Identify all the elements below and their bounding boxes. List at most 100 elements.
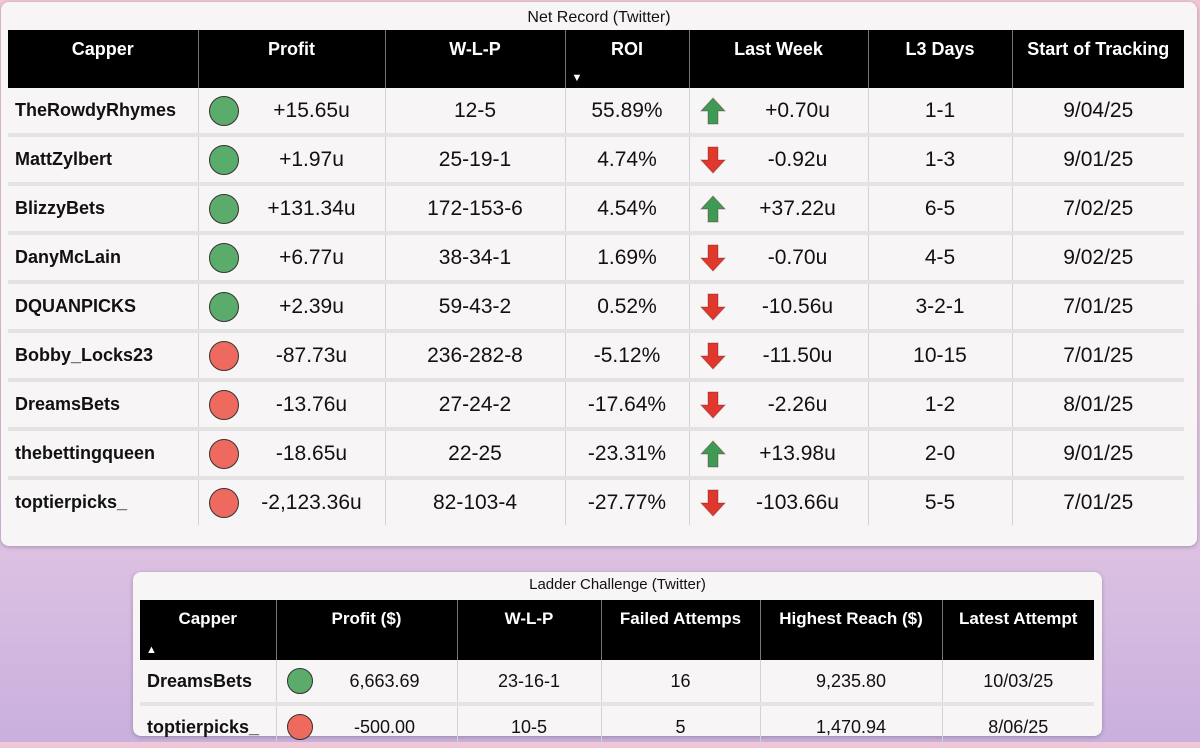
arrow-down-icon <box>698 488 728 518</box>
last-week-cell-content: -0.70u <box>690 235 868 280</box>
start-tracking-cell: 7/01/25 <box>1011 476 1184 525</box>
profit-value: +15.65u <box>273 98 350 122</box>
last-week-value: +13.98u <box>759 441 836 465</box>
last-week-value: -0.70u <box>767 245 828 269</box>
profit-value: 6,663.69 <box>349 670 420 691</box>
profit-cell-content: +2.39u <box>199 284 385 329</box>
table-row[interactable]: Bobby_Locks23 -87.73u 236-282-8 -5.12% -11.5… <box>8 329 1184 380</box>
last-week-value: -0.92u <box>767 147 828 171</box>
ladder-col-header-latest[interactable]: Latest Attempt <box>941 600 1094 660</box>
col-header-start[interactable]: Start of Tracking <box>1011 30 1184 88</box>
l3-days-cell: 5-5 <box>867 476 1012 525</box>
last-week-cell-content: +0.70u <box>690 88 868 133</box>
profit-cell: +131.34u <box>197 182 385 233</box>
table-row[interactable]: TheRowdyRhymes +15.65u 12-5 55.89% +0.70u 1-1… <box>8 88 1184 135</box>
profit-value: -13.76u <box>275 392 348 416</box>
ladder-col-header-failed[interactable]: Failed Attemps <box>600 600 760 660</box>
l3-days-cell: 6-5 <box>867 182 1012 233</box>
col-header-last-week[interactable]: Last Week <box>688 30 868 88</box>
roi-cell: 1.69% <box>564 231 689 282</box>
ladder-col-header-profit[interactable]: Profit ($) <box>275 600 457 660</box>
last-week-value: +0.70u <box>765 98 830 122</box>
col-header-l3-days[interactable]: L3 Days <box>867 30 1012 88</box>
l3-days-cell: 3-2-1 <box>867 280 1012 331</box>
arrow-down-icon <box>698 341 728 371</box>
table-row[interactable]: toptierpicks_ -2,123.36u 82-103-4 -27.77% -1… <box>8 476 1184 525</box>
roi-cell: 55.89% <box>564 88 689 135</box>
arrow-down-icon <box>698 292 728 322</box>
ladder-col-header-wlp[interactable]: W-L-P <box>456 600 601 660</box>
last-week-cell-content: -10.56u <box>690 284 868 329</box>
profit-cell: +15.65u <box>197 88 385 135</box>
col-header-wlp[interactable]: W-L-P <box>384 30 565 88</box>
positive-status-dot-icon <box>208 242 239 273</box>
last-week-cell: -11.50u <box>688 329 868 380</box>
profit-cell: +1.97u <box>197 133 385 184</box>
profit-cell: -87.73u <box>197 329 385 380</box>
profit-value: -500.00 <box>353 716 416 737</box>
col-header-profit[interactable]: Profit <box>197 30 385 88</box>
roi-cell: -17.64% <box>564 378 689 429</box>
capper-name: toptierpicks_ <box>8 476 198 525</box>
profit-cell: -2,123.36u <box>197 476 385 525</box>
table-row[interactable]: BlizzyBets +131.34u 172-153-6 4.54% +37.22u 6… <box>8 182 1184 233</box>
last-week-value: +37.22u <box>759 196 836 220</box>
arrow-down-icon <box>698 390 728 420</box>
sort-ascending-icon[interactable]: ▲ <box>146 644 157 656</box>
table-row[interactable]: DreamsBets 6,663.69 23-16-1 16 9,235.80 10/03… <box>140 660 1094 704</box>
ladder-challenge-table: Capper ▲ Profit ($) W-L-P Failed Attemps… <box>140 600 1094 748</box>
profit-value: -2,123.36u <box>261 490 362 514</box>
ladder-col-header-capper[interactable]: Capper ▲ <box>140 600 276 660</box>
col-header-capper[interactable]: Capper <box>8 30 198 88</box>
roi-cell: -27.77% <box>564 476 689 525</box>
table-row[interactable]: DanyMcLain +6.77u 38-34-1 1.69% -0.70u 4-5 9/0… <box>8 231 1184 282</box>
profit-cell: -500.00 <box>275 702 457 748</box>
last-week-cell-content: -103.66u <box>690 480 868 525</box>
profit-cell: +2.39u <box>197 280 385 331</box>
negative-status-dot-icon <box>208 340 239 371</box>
roi-cell: 4.54% <box>564 182 689 233</box>
capper-name: DreamsBets <box>8 378 198 429</box>
table-row[interactable]: DreamsBets -13.76u 27-24-2 -17.64% -2.26u 1-2… <box>8 378 1184 429</box>
table-row[interactable]: toptierpicks_ -500.00 10-5 5 1,470.94 8/06/25 <box>140 702 1094 748</box>
wlp-cell: 82-103-4 <box>384 476 565 525</box>
positive-status-dot-icon <box>208 193 239 224</box>
negative-status-dot-icon <box>208 438 239 469</box>
l3-days-cell: 4-5 <box>867 231 1012 282</box>
last-week-value: -2.26u <box>767 392 828 416</box>
table-row[interactable]: DQUANPICKS +2.39u 59-43-2 0.52% -10.56u 3-2-1… <box>8 280 1184 331</box>
capper-name: MattZylbert <box>8 133 198 184</box>
capper-name: DreamsBets <box>147 670 253 691</box>
wlp-cell: 59-43-2 <box>384 280 565 331</box>
sort-descending-icon[interactable]: ▼ <box>571 72 583 84</box>
profit-cell-content: 6,663.69 <box>277 660 457 702</box>
col-header-roi[interactable]: ROI ▼ <box>564 30 689 88</box>
profit-value: +131.34u <box>267 196 356 220</box>
last-week-cell-content: -0.92u <box>690 137 868 182</box>
profit-cell-content: -13.76u <box>199 382 385 427</box>
last-week-cell-content: -2.26u <box>690 382 868 427</box>
roi-cell: 0.52% <box>564 280 689 331</box>
table-row[interactable]: MattZylbert +1.97u 25-19-1 4.74% -0.92u 1-3 9/… <box>8 133 1184 184</box>
profit-cell-content: +15.65u <box>199 88 385 133</box>
profit-cell: +6.77u <box>197 231 385 282</box>
table-row[interactable]: thebettingqueen -18.65u 22-25 -23.31% +13.98… <box>8 427 1184 478</box>
negative-status-dot-icon <box>208 389 239 420</box>
last-week-cell: -0.92u <box>688 133 868 184</box>
last-week-value: -11.50u <box>762 343 833 367</box>
wlp-cell: 22-25 <box>384 427 565 478</box>
ladder-challenge-title: Ladder Challenge (Twitter) <box>529 576 706 593</box>
positive-status-dot-icon <box>208 144 239 175</box>
highest-reach-cell: 1,470.94 <box>759 702 942 748</box>
profit-value: +2.39u <box>279 294 344 318</box>
profit-cell: -13.76u <box>197 378 385 429</box>
wlp-cell: 38-34-1 <box>384 231 565 282</box>
roi-cell: -5.12% <box>564 329 689 380</box>
positive-status-dot-icon <box>286 668 313 694</box>
latest-attempt-cell: 10/03/25 <box>941 660 1094 704</box>
l3-days-cell: 1-1 <box>867 88 1012 135</box>
l3-days-cell: 1-2 <box>867 378 1012 429</box>
start-tracking-cell: 9/01/25 <box>1011 427 1184 478</box>
ladder-col-header-highest[interactable]: Highest Reach ($) <box>759 600 942 660</box>
profit-cell: -18.65u <box>197 427 385 478</box>
